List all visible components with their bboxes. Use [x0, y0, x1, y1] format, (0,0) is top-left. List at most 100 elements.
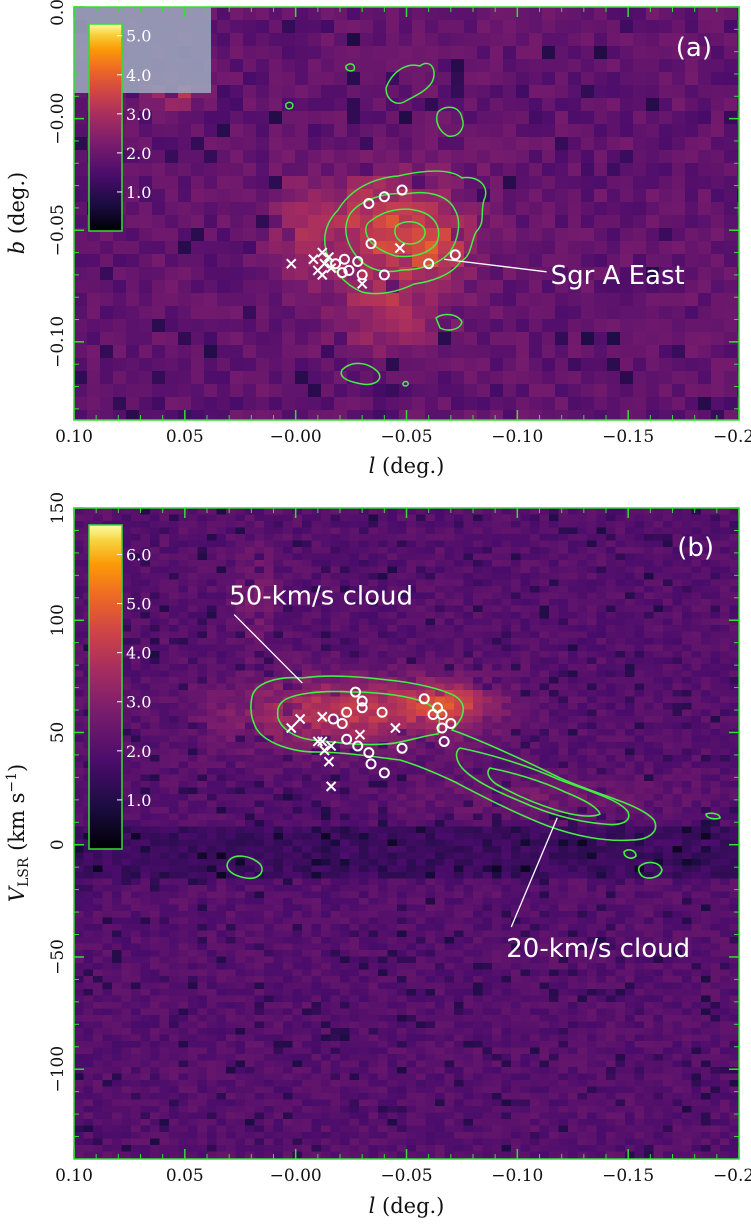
x-tick-label: 0.10: [55, 1166, 93, 1186]
contour-50kms-outer: [250, 675, 657, 842]
maser-cross-marker: [317, 269, 328, 281]
maser-cross-marker: [394, 242, 406, 254]
maser-circle-marker: [352, 255, 364, 267]
maser-circle-marker: [423, 258, 435, 270]
maser-circle-marker: [363, 747, 375, 759]
x-tick-label: −0.20: [713, 1166, 751, 1186]
maser-cross-marker: [317, 736, 328, 747]
maser-cross-marker: [308, 254, 319, 265]
markers-b: [286, 686, 457, 792]
maser-circle-marker: [330, 258, 342, 270]
maser-cross-marker: [312, 736, 324, 747]
annotation-leader-line: [233, 614, 303, 684]
colorbar-b-gradient: [88, 524, 123, 850]
maser-circle-marker: [438, 735, 450, 747]
maser-circle-marker: [378, 767, 390, 779]
maser-circle-marker: [356, 702, 368, 714]
y-tick-label: −0.10: [48, 316, 68, 368]
colorbar-tick-label: 4.0: [126, 644, 151, 663]
y-axis-label-b: VLSR (km s−1): [4, 764, 32, 902]
maser-circle-marker: [356, 269, 368, 281]
maser-cross-marker: [356, 278, 368, 290]
heatmap-image: [74, 7, 739, 420]
colorbar-tick-label: 6.0: [126, 545, 151, 564]
maser-circle-marker: [378, 191, 390, 203]
x-tick-label: −0.00: [270, 427, 322, 447]
panel-label-b: (b): [677, 533, 714, 563]
maser-circle-marker: [436, 722, 448, 734]
maser-cross-marker: [286, 258, 297, 269]
x-tick-label: −0.15: [602, 427, 654, 447]
maser-cross-marker: [354, 729, 366, 740]
maser-cross-marker: [294, 713, 306, 725]
maser-cross-marker: [323, 251, 335, 263]
maser-circle-marker: [376, 706, 388, 718]
y-tick-label: 150: [48, 492, 68, 524]
annotation-leader-line: [510, 817, 558, 928]
x-tick-label: −0.00: [270, 1166, 322, 1186]
y-tick-label: −0.00: [48, 93, 68, 145]
maser-circle-marker: [363, 197, 375, 209]
maser-cross-marker: [317, 711, 328, 722]
maser-circle-marker: [341, 733, 353, 745]
y-tick-label: −0.05: [48, 204, 68, 256]
x-tick-label: −0.20: [713, 427, 751, 447]
y-tick-label: 50: [48, 722, 68, 744]
maser-circle-marker: [356, 695, 368, 707]
maser-circle-marker: [350, 686, 362, 698]
contour-arc-north-2: [436, 106, 464, 137]
contour-south: [340, 362, 381, 386]
colorbar-tick-label: 5.0: [126, 27, 151, 46]
panel-a: 5.0 4.0 3.0 2.0 1.0 (a) Sgr A East 0.10 0.05 −…: [5, 0, 751, 478]
contour-speck-2: [705, 812, 721, 820]
maser-circle-marker: [336, 718, 348, 730]
annotation-leader-line: [444, 258, 547, 273]
maser-circle-marker: [343, 264, 355, 276]
panel-b: 6.0 5.0 4.0 3.0 2.0 1.0 (b) 50-km/s cloud 20-k…: [4, 492, 751, 1218]
colorbar-tick-label: 3.0: [126, 105, 151, 124]
contour-speck-2: [285, 101, 294, 110]
maser-circle-marker: [338, 253, 350, 265]
contour-core: [394, 221, 426, 245]
maser-cross-marker: [323, 756, 335, 767]
contour-20kms-outer: [455, 747, 630, 826]
x-tick-label: −0.05: [380, 427, 432, 447]
maser-cross-marker: [319, 258, 330, 269]
maser-circle-marker: [327, 713, 339, 725]
maser-circle-marker: [336, 267, 348, 279]
maser-circle-marker: [365, 238, 377, 250]
maser-cross-marker: [325, 740, 337, 752]
y-tick-label: 0.05: [48, 0, 68, 26]
colorbar-tick-label: 5.0: [126, 595, 151, 614]
annotation-label: 50-km/s cloud: [229, 582, 413, 612]
colorbar-a: 5.0 4.0 3.0 2.0 1.0: [88, 23, 151, 232]
maser-cross-marker: [317, 247, 328, 258]
x-axis-label-a: l (deg.): [369, 454, 445, 478]
y-tick-label: 100: [48, 604, 68, 636]
maser-cross-marker: [325, 262, 337, 274]
y-tick-label: −100: [48, 1046, 68, 1093]
maser-circle-marker: [449, 249, 461, 261]
y-tick-label: 0: [48, 839, 68, 850]
x-tick-label: 0.10: [55, 427, 93, 447]
colorbar-a-gradient: [88, 23, 123, 232]
maser-circle-marker: [396, 742, 408, 754]
maser-circle-marker: [445, 718, 457, 730]
maser-circle-marker: [352, 740, 364, 752]
contour-speck-1: [345, 63, 356, 72]
maser-circle-marker: [418, 693, 430, 705]
colorbar-tick-label: 2.0: [126, 742, 151, 761]
annotation-label: Sgr A East: [551, 261, 685, 291]
maser-cross-marker: [390, 722, 401, 734]
contour-arc-north: [385, 62, 435, 104]
contour-20kms-inner: [487, 767, 601, 817]
x-axis-label-b: l (deg.): [369, 1194, 445, 1218]
maser-cross-marker: [319, 745, 330, 756]
maser-circle-marker: [396, 184, 408, 196]
contour-speck-3: [402, 380, 409, 387]
x-tick-label: 0.05: [166, 427, 204, 447]
y-axis-label-a: b (deg.): [5, 172, 29, 255]
x-tick-label: 0.05: [166, 1166, 204, 1186]
x-tick-label: −0.15: [602, 1166, 654, 1186]
